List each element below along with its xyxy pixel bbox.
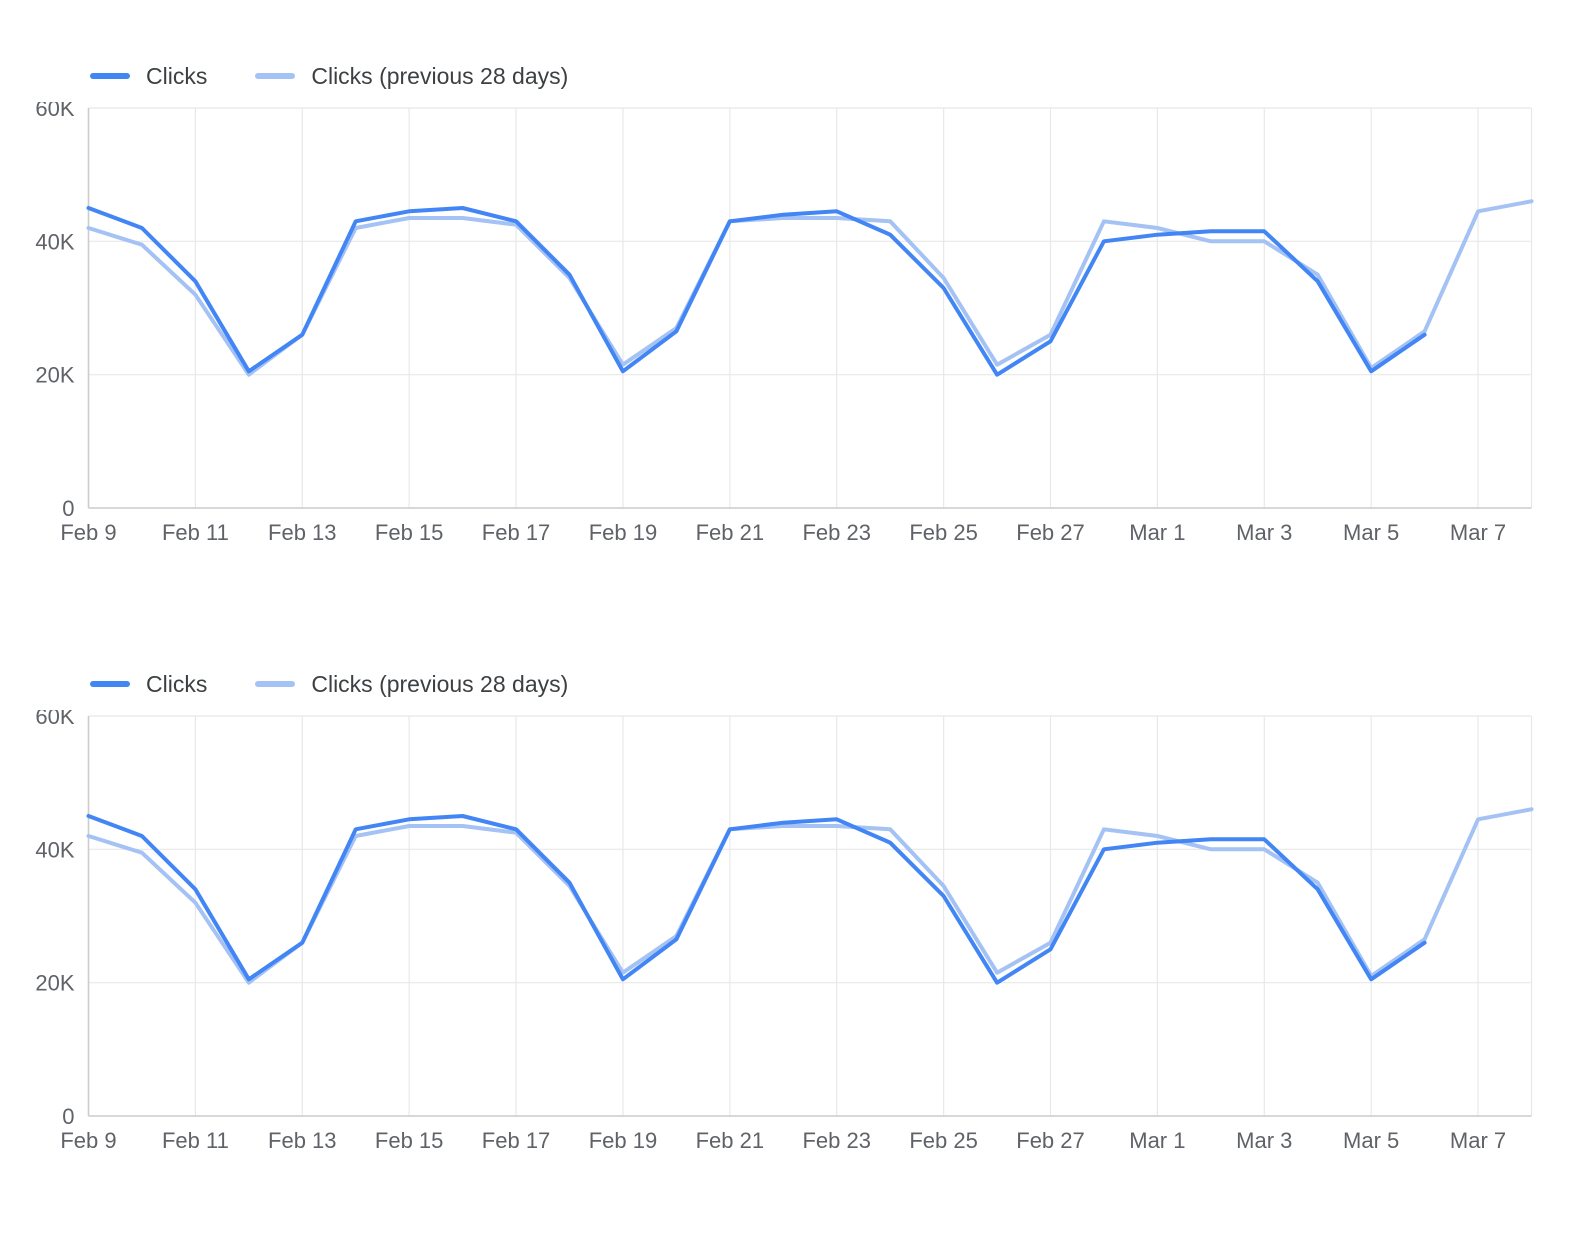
x-tick-label: Feb 9: [60, 1128, 116, 1153]
x-tick-label: Feb 25: [909, 1128, 978, 1153]
x-tick-label: Feb 11: [162, 520, 229, 545]
x-tick-label: Mar 3: [1236, 520, 1292, 545]
x-tick-label: Mar 7: [1450, 1128, 1506, 1153]
x-tick-label: Feb 11: [162, 1128, 229, 1153]
legend-item-clicks-previous[interactable]: Clicks (previous 28 days): [255, 671, 568, 698]
clicks-line[interactable]: [86, 206, 1427, 377]
x-tick-label: Mar 1: [1129, 1128, 1185, 1153]
clicks-line-swatch: [90, 681, 130, 687]
clicks-chart-bottom: Clicks Clicks (previous 28 days) 0 20K 40K…: [0, 666, 1572, 1162]
x-tick-label: Feb 17: [482, 520, 551, 545]
legend-label-clicks-previous: Clicks (previous 28 days): [311, 62, 569, 89]
x-tick-label: Mar 1: [1129, 520, 1185, 545]
x-tick-label: Feb 19: [589, 1128, 658, 1153]
clicks-previous-line[interactable]: [86, 199, 1534, 377]
x-tick-label: Feb 19: [589, 520, 658, 545]
x-tick-label: Feb 13: [268, 520, 337, 545]
x-tick-label: Mar 7: [1450, 520, 1506, 545]
x-tick-label: Mar 3: [1236, 1128, 1292, 1153]
clicks-previous-line[interactable]: [86, 807, 1534, 985]
x-tick-label: Feb 13: [268, 1128, 337, 1153]
legend-item-clicks[interactable]: Clicks: [90, 63, 207, 90]
x-tick-label: Feb 27: [1016, 1128, 1085, 1153]
y-tick-label: 20K: [35, 363, 74, 388]
x-tick-label: Feb 15: [375, 520, 444, 545]
legend-label-clicks: Clicks: [146, 670, 208, 697]
y-tick-label: 40K: [35, 837, 74, 862]
y-tick-label: 20K: [35, 971, 74, 996]
legend: Clicks Clicks (previous 28 days): [90, 58, 1572, 94]
y-tick-label: 60K: [35, 102, 74, 121]
x-tick-label: Feb 23: [802, 1128, 871, 1153]
x-tick-label: Feb 21: [696, 520, 765, 545]
line-chart[interactable]: 0 20K 40K 60K Feb 9 Feb 11 Feb 13 Feb 15 Feb 17 F…: [0, 102, 1572, 554]
x-tick-label: Feb 27: [1016, 520, 1085, 545]
x-tick-label: Feb 21: [696, 1128, 765, 1153]
x-tick-label: Feb 17: [482, 1128, 551, 1153]
x-tick-label: Feb 25: [909, 520, 978, 545]
y-tick-label: 60K: [35, 710, 74, 729]
x-tick-label: Mar 5: [1343, 1128, 1399, 1153]
x-tick-label: Feb 23: [802, 520, 871, 545]
clicks-previous-line-swatch: [255, 73, 296, 79]
clicks-previous-line-swatch: [255, 681, 296, 687]
y-tick-label: 0: [62, 496, 74, 521]
y-tick-label: 40K: [35, 229, 74, 254]
clicks-chart-top: Clicks Clicks (previous 28 days) 0 20K 40K…: [0, 58, 1572, 554]
line-chart[interactable]: 0 20K 40K 60K Feb 9 Feb 11 Feb 13 Feb 15 Feb 17 F…: [0, 710, 1572, 1162]
clicks-line[interactable]: [86, 814, 1427, 985]
legend-label-clicks-previous: Clicks (previous 28 days): [311, 670, 569, 697]
legend-item-clicks[interactable]: Clicks: [90, 671, 207, 698]
x-tick-label: Mar 5: [1343, 520, 1399, 545]
legend-label-clicks: Clicks: [146, 62, 208, 89]
legend: Clicks Clicks (previous 28 days): [90, 666, 1572, 702]
x-tick-label: Feb 9: [60, 520, 116, 545]
y-tick-label: 0: [62, 1104, 74, 1129]
legend-item-clicks-previous[interactable]: Clicks (previous 28 days): [255, 63, 568, 90]
clicks-line-swatch: [90, 73, 130, 79]
x-tick-label: Feb 15: [375, 1128, 444, 1153]
